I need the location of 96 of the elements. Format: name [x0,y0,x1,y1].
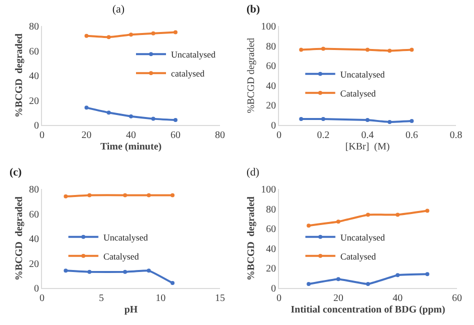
point [151,31,156,36]
x-tick-label: 0.6 [406,130,418,141]
x-tick-label: 80 [215,130,225,141]
x-axis-title: Time (minute) [100,142,162,152]
point [106,110,111,115]
y-axis-title: %BCGD degraded [14,196,25,280]
point [87,193,92,198]
y-tick-label: 40 [266,244,276,255]
y-tick-label: 0 [271,120,276,132]
point [123,193,128,198]
chart-title: (a) [112,4,125,16]
point [146,193,151,198]
x-tick-label: 15 [215,293,225,304]
point [174,118,178,122]
y-tick-label: 60 [266,224,276,236]
x-tick-label: 10 [156,293,166,304]
y-tick-label: 80 [266,204,276,216]
point [321,46,326,51]
point [425,272,430,276]
point [106,35,111,40]
y-tick-label: 40 [29,234,39,245]
point [396,212,400,217]
point [64,268,68,273]
chart-title: (d) [246,166,260,179]
point [170,193,175,198]
legend-label: Uncatalysed [340,232,386,242]
point [174,30,178,34]
y-axis-title: %BCGD degraded [246,196,257,280]
y-tick-label: 80 [266,41,276,52]
chart-title: (b) [246,4,260,16]
point [129,32,133,37]
point [410,48,414,52]
x-tick-label: 0.4 [361,130,374,141]
x-tick-label: 0.8 [450,130,462,141]
x-tick-label: 60 [452,293,462,304]
point [336,220,340,224]
legend-label: Catalysed [340,251,376,262]
point [366,282,370,286]
x-tick-label: 20 [82,130,92,141]
y-tick-label: 0 [271,284,276,294]
point [146,268,151,273]
point [299,48,304,52]
point [170,281,175,286]
y-tick-label: 0 [34,120,39,132]
point [366,118,370,122]
point [151,116,156,121]
point [129,114,133,118]
point [366,212,370,217]
x-tick-label: 5 [98,293,104,304]
point [306,224,311,228]
y-tick-label: 20 [266,100,276,112]
point [410,119,414,124]
x-axis-title: [KBr] (M) [345,142,390,152]
y-tick-label: 40 [29,71,39,82]
point [123,270,128,274]
y-tick-label: 0 [34,284,39,294]
chart-title: (c) [9,166,22,179]
y-tick-label: 20 [29,258,39,270]
y-axis-title: %BCGD degraded [246,38,257,114]
point [84,34,88,38]
point [306,282,311,286]
point [64,194,68,198]
legend-label: Uncatalysed [171,50,216,60]
legend-label: catalysed [171,68,205,79]
point [366,48,370,52]
point [388,120,392,124]
y-tick-label: 20 [266,264,276,275]
legend-label: Uncatalysed [103,232,148,242]
x-tick-label: 40 [126,130,136,141]
x-axis-title: pH [124,304,138,316]
point [299,117,304,122]
y-tick-label: 20 [29,96,39,107]
point [321,117,326,122]
y-tick-label: 40 [266,80,276,92]
point [388,48,392,53]
y-tick-label: 80 [29,22,39,32]
y-tick-label: 100 [261,184,276,196]
y-tick-label: 60 [29,209,39,220]
point [396,273,400,278]
x-tick-label: 0.2 [317,130,330,141]
y-tick-label: 100 [261,22,276,32]
legend-label: Uncatalysed [340,69,386,80]
point [87,270,92,274]
point [336,277,340,282]
point [84,106,88,110]
y-tick-label: 80 [29,184,39,196]
x-tick-label: 40 [392,293,403,304]
point [425,208,430,213]
y-tick-label: 60 [29,46,39,58]
x-tick-label: 60 [170,130,180,141]
legend-label: Catalysed [103,251,140,262]
x-axis-title: Intitial concentration of BDG (ppm) [290,304,446,316]
legend-label: Catalysed [340,88,376,98]
y-tick-label: 60 [266,61,276,72]
x-tick-label: 20 [333,293,344,304]
y-axis-title: %BCGD degraded [14,33,25,118]
